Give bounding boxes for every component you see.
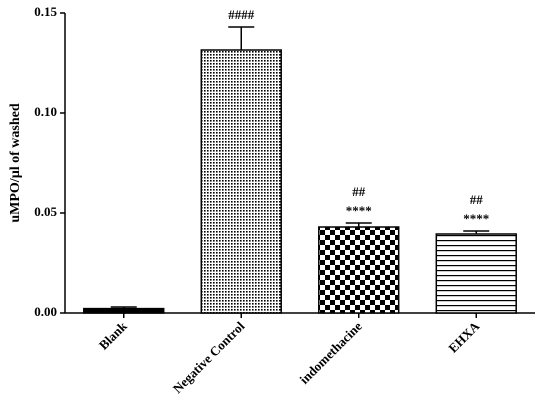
significance-stars: **** <box>463 211 489 226</box>
bar <box>83 307 165 314</box>
significance-stars: **** <box>346 203 372 218</box>
error-bar <box>463 230 490 234</box>
significance-hashes: ## <box>470 192 484 207</box>
x-tick-label: EHXA <box>445 318 483 356</box>
significance-hashes: #### <box>228 7 255 22</box>
bar <box>318 226 400 314</box>
bar <box>200 49 282 314</box>
y-tick-label: 0.05 <box>34 204 57 219</box>
significance-hashes: ## <box>352 184 366 199</box>
x-tick-label: Negative Control <box>170 318 248 396</box>
y-tick-label: 0.10 <box>34 104 57 119</box>
y-tick-label: 0.15 <box>34 4 57 19</box>
error-bar <box>345 222 372 227</box>
x-tick-label: Blank <box>96 318 131 353</box>
error-bar <box>228 26 255 50</box>
error-bar <box>110 306 137 309</box>
x-tick-label: indomethacine <box>297 318 365 386</box>
bar <box>435 233 517 314</box>
y-axis-label: uMPO/µl of washed <box>8 103 23 223</box>
y-tick-label: 0.00 <box>34 304 57 319</box>
